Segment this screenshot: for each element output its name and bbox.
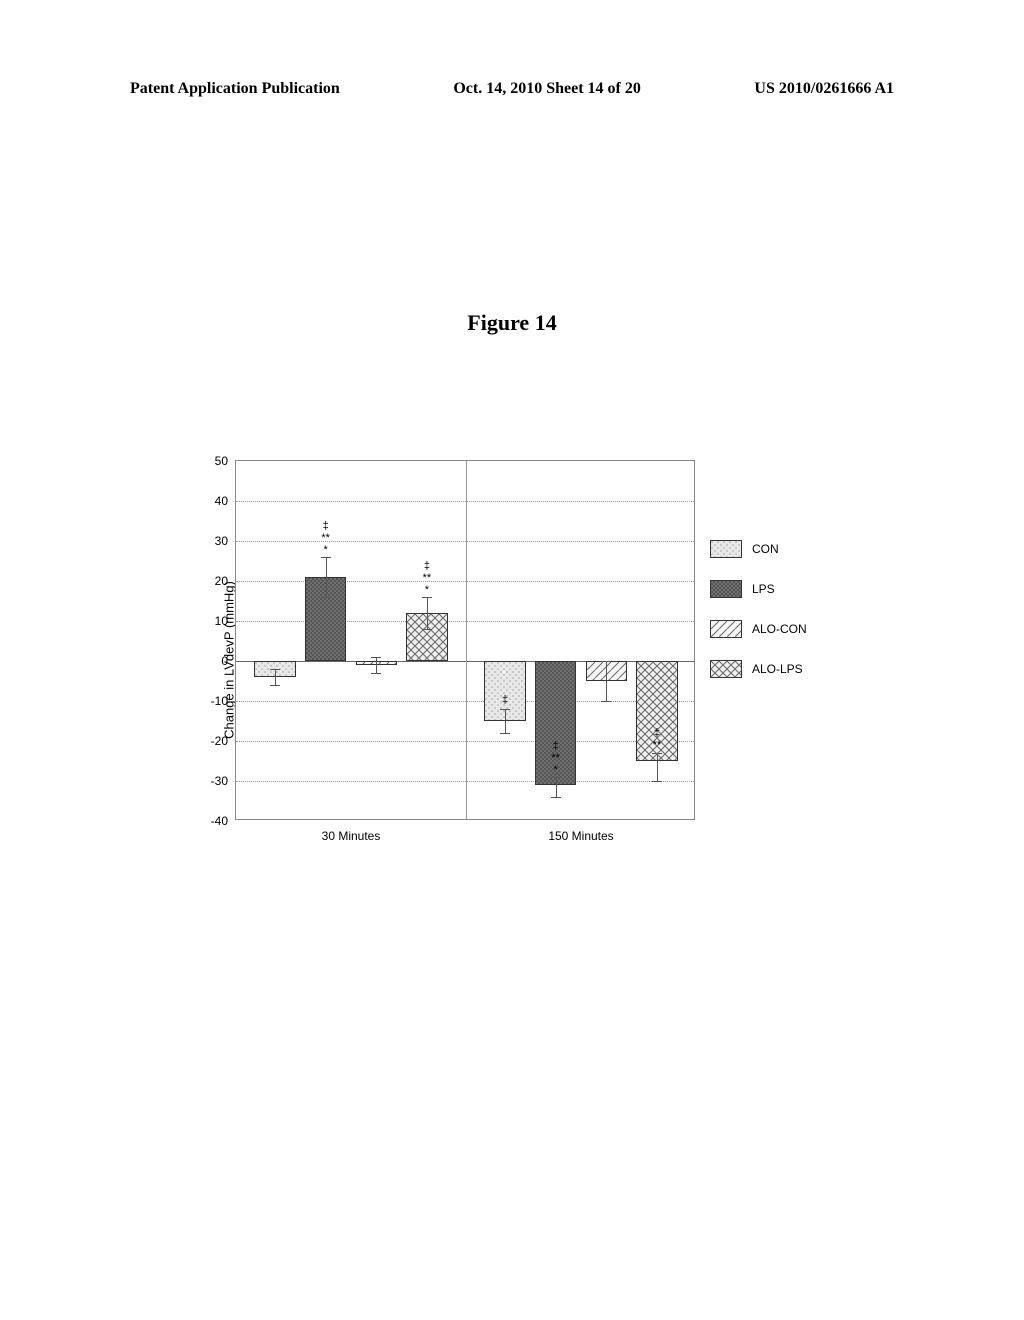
error-bar bbox=[376, 657, 377, 673]
legend-item-ALO-CON: ALO-CON bbox=[710, 620, 807, 638]
header-left: Patent Application Publication bbox=[130, 80, 340, 98]
y-tick-label: 0 bbox=[221, 654, 228, 668]
y-tick-label: 40 bbox=[215, 494, 228, 508]
y-tick-label: 20 bbox=[215, 574, 228, 588]
x-tick-label: 30 Minutes bbox=[322, 829, 381, 843]
error-bar bbox=[606, 661, 607, 701]
significance-marker: ‡ ** * bbox=[423, 560, 432, 596]
y-tick-label: 30 bbox=[215, 534, 228, 548]
error-cap bbox=[321, 597, 331, 598]
legend-item-CON: CON bbox=[710, 540, 807, 558]
page-header: Patent Application Publication Oct. 14, … bbox=[0, 80, 1024, 98]
significance-marker: ‡ ** * bbox=[551, 740, 560, 776]
gridline bbox=[236, 781, 694, 782]
legend-label: LPS bbox=[752, 582, 775, 596]
significance-marker: ‡ ** bbox=[653, 727, 662, 751]
error-cap bbox=[601, 701, 611, 702]
error-cap bbox=[551, 797, 561, 798]
legend-item-LPS: LPS bbox=[710, 580, 807, 598]
y-tick-label: -40 bbox=[211, 814, 228, 828]
legend-item-ALO-LPS: ALO-LPS bbox=[710, 660, 807, 678]
figure-title: Figure 14 bbox=[0, 310, 1024, 336]
legend-swatch bbox=[710, 580, 742, 598]
error-cap bbox=[422, 597, 432, 598]
error-cap bbox=[422, 629, 432, 630]
y-tick-label: 50 bbox=[215, 454, 228, 468]
y-tick-label: 10 bbox=[215, 614, 228, 628]
error-cap bbox=[601, 661, 611, 662]
error-cap bbox=[371, 657, 381, 658]
error-cap bbox=[270, 669, 280, 670]
error-bar bbox=[275, 669, 276, 685]
significance-marker: ‡ bbox=[502, 694, 508, 706]
error-cap bbox=[500, 733, 510, 734]
plot-area: -40-30-20-1001020304050‡ ** *‡ ** *‡‡ **… bbox=[235, 460, 695, 820]
significance-marker: ‡ ** * bbox=[321, 520, 330, 556]
error-cap bbox=[371, 673, 381, 674]
error-cap bbox=[270, 685, 280, 686]
error-bar bbox=[657, 753, 658, 781]
y-tick-label: -10 bbox=[211, 694, 228, 708]
error-bar bbox=[326, 557, 327, 597]
legend: CON LPS ALO-CON ALO-LPS bbox=[710, 540, 807, 700]
x-tick-label: 150 Minutes bbox=[548, 829, 613, 843]
legend-label: ALO-LPS bbox=[752, 662, 803, 676]
y-tick-label: -30 bbox=[211, 774, 228, 788]
header-center: Oct. 14, 2010 Sheet 14 of 20 bbox=[453, 80, 641, 98]
gridline bbox=[236, 701, 694, 702]
error-bar bbox=[427, 597, 428, 629]
gridline bbox=[236, 501, 694, 502]
error-cap bbox=[321, 557, 331, 558]
error-bar bbox=[505, 709, 506, 733]
legend-swatch bbox=[710, 540, 742, 558]
legend-swatch bbox=[710, 620, 742, 638]
error-cap bbox=[500, 709, 510, 710]
error-cap bbox=[652, 781, 662, 782]
error-bar bbox=[556, 777, 557, 797]
legend-label: ALO-CON bbox=[752, 622, 807, 636]
header-right: US 2010/0261666 A1 bbox=[754, 80, 894, 98]
error-cap bbox=[551, 777, 561, 778]
group-divider bbox=[466, 461, 467, 819]
error-cap bbox=[652, 753, 662, 754]
chart: Change in LVdevP (mmHg) -40-30-20-100102… bbox=[180, 450, 860, 870]
legend-swatch bbox=[710, 660, 742, 678]
gridline bbox=[236, 541, 694, 542]
y-tick-label: -20 bbox=[211, 734, 228, 748]
gridline bbox=[236, 741, 694, 742]
legend-label: CON bbox=[752, 542, 779, 556]
